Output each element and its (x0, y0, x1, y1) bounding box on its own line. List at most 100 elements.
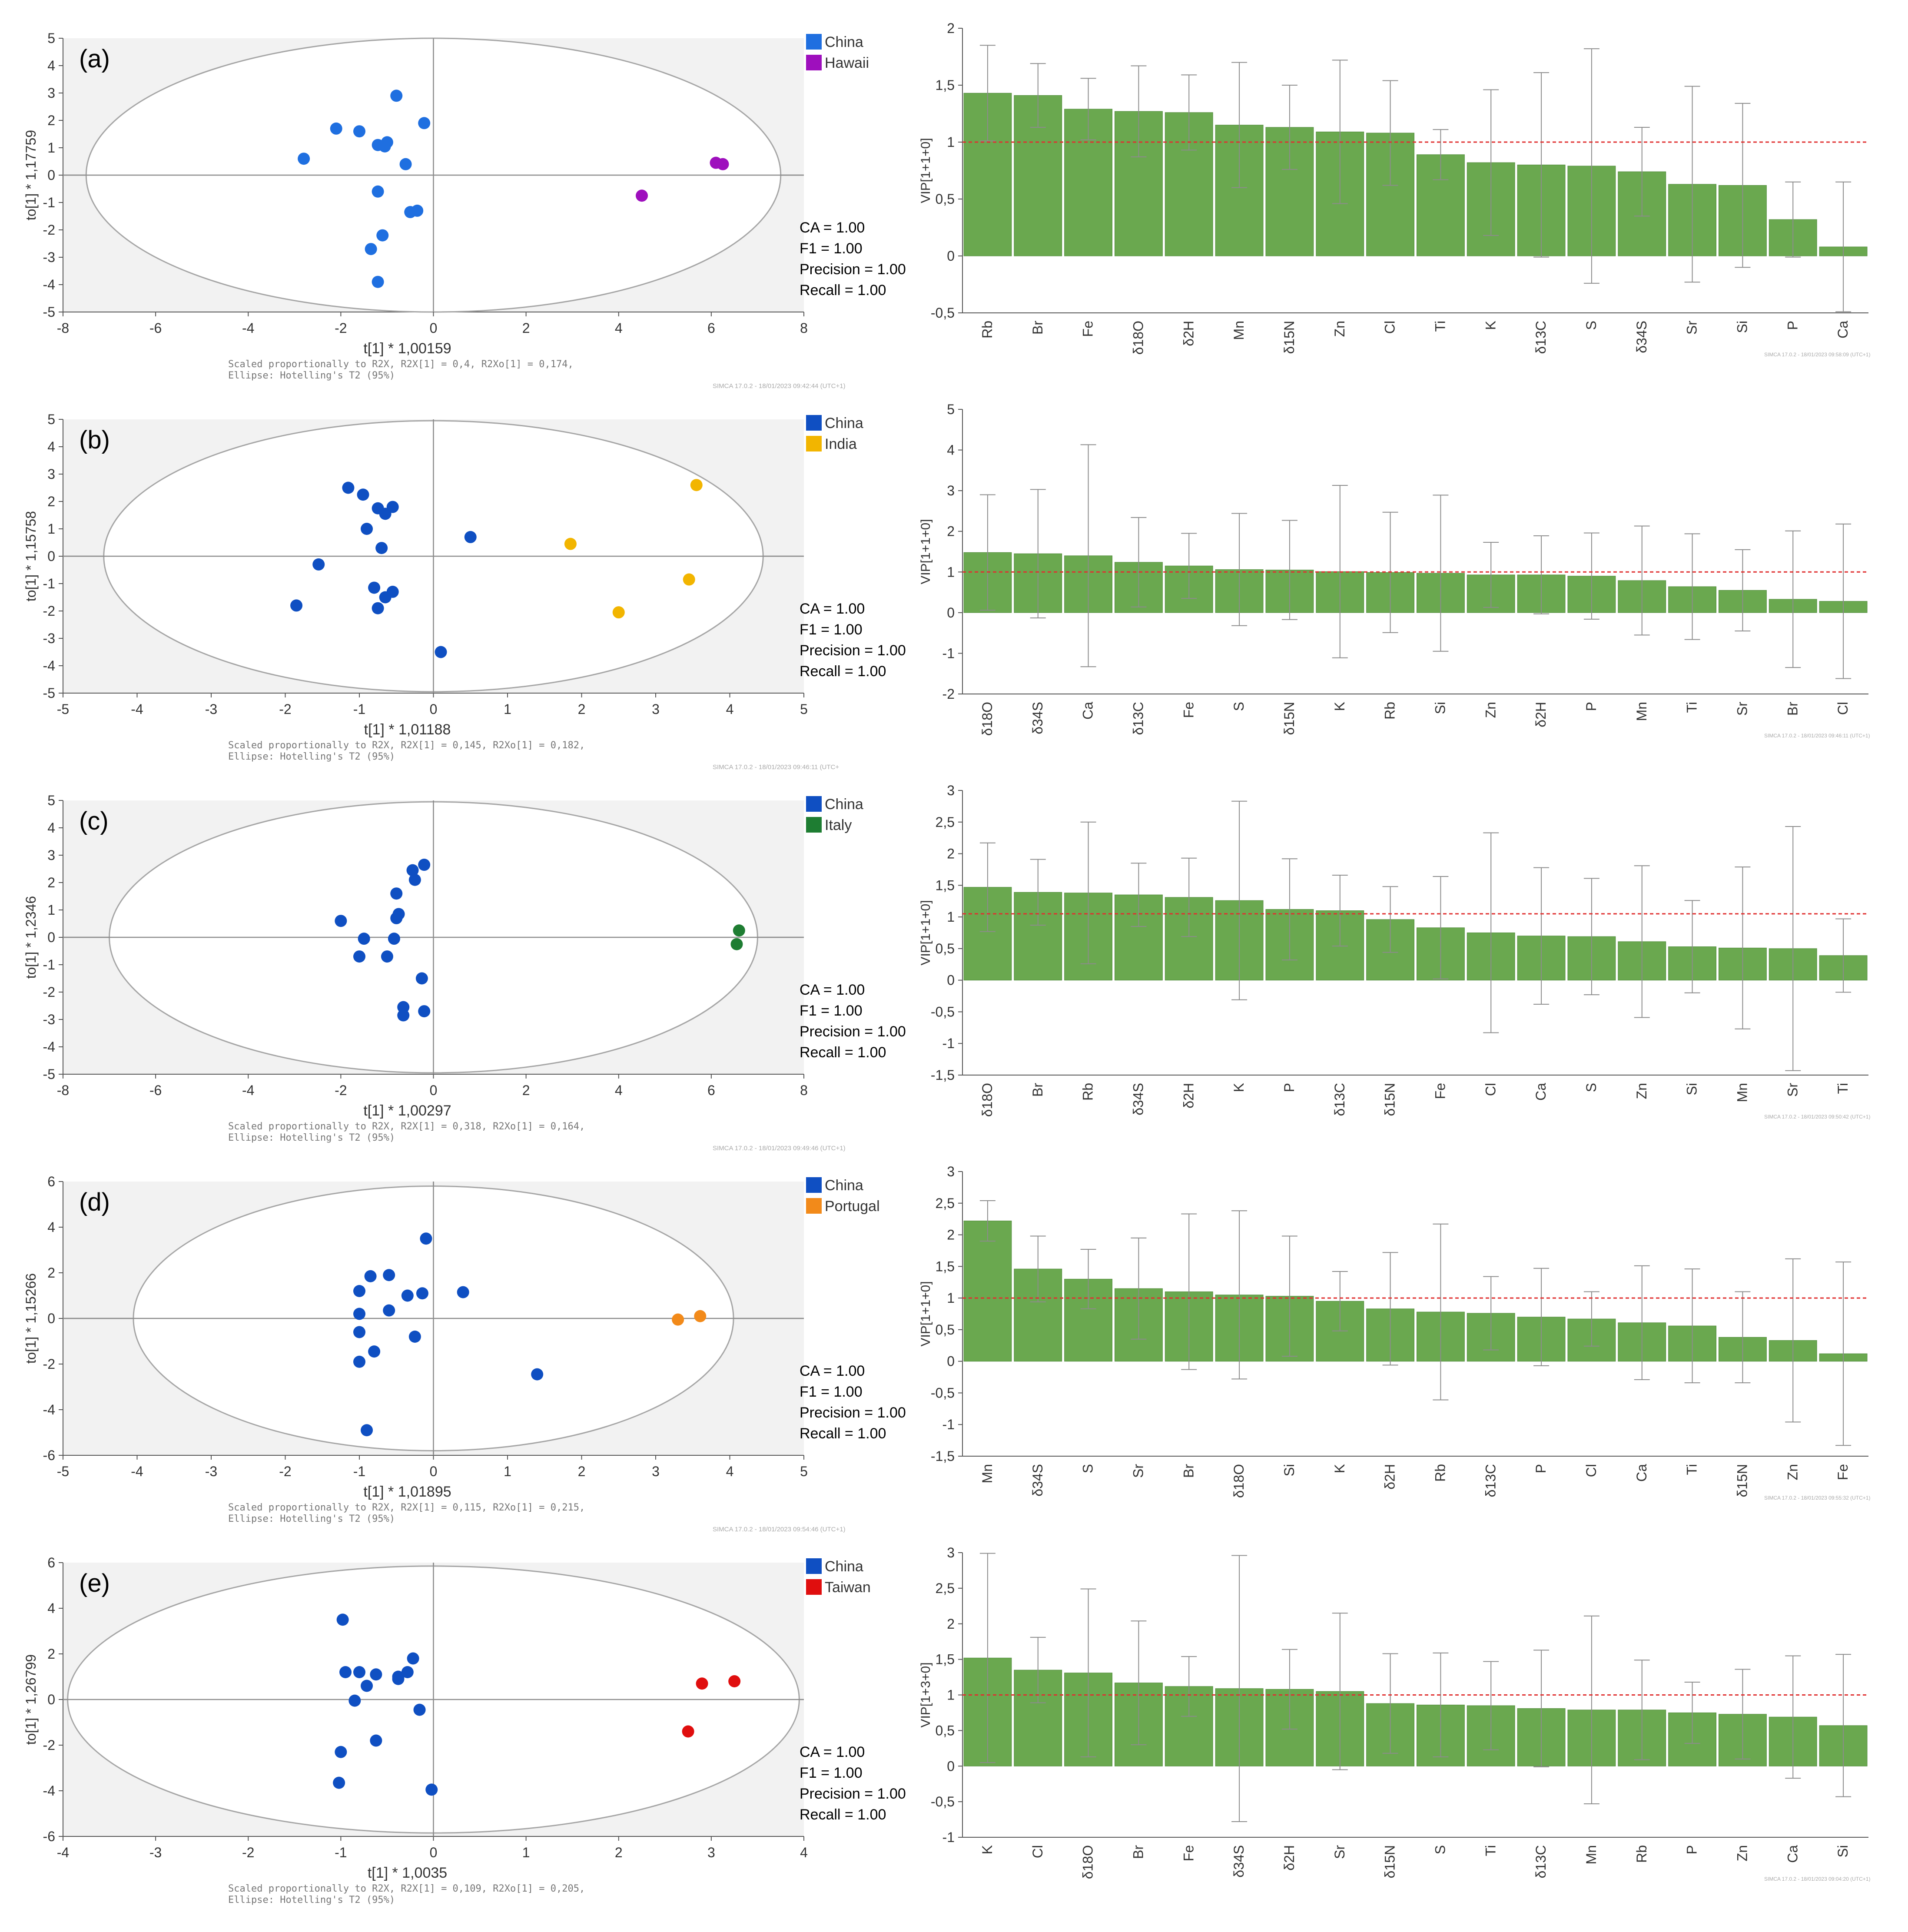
vip-y-tick-label: 1 (947, 564, 955, 580)
x-tick-label: 2 (522, 1082, 530, 1098)
vip-y-axis-title: VIP[1+1+0] (919, 900, 933, 965)
y-tick-label: 2 (47, 875, 55, 890)
score-footnote: Scaled proportionally to R2X, R2X[1] = 0… (228, 359, 574, 370)
vip-y-tick-label: 1,5 (936, 77, 955, 93)
vip-category-label: P (1281, 1083, 1297, 1092)
metric-text: Recall = 1.00 (800, 1806, 886, 1823)
vip-y-tick-label: 0 (947, 1758, 955, 1774)
vip-y-tick-label: 0 (947, 605, 955, 621)
vip-category-label: Cl (1030, 1845, 1045, 1858)
vip-category-label: Mn (979, 1464, 995, 1483)
y-tick-label: 0 (47, 548, 55, 564)
vip-category-label: δ2H (1533, 702, 1549, 727)
legend-label: China (825, 34, 863, 50)
x-tick-label: 2 (578, 1464, 586, 1479)
score-point-china (368, 581, 381, 594)
y-tick-label: -4 (43, 1783, 55, 1799)
panel-row-2: -8 -6 -4 -2 0 2 4 6 8 -5 -4 -3 -2 -1 0 1 2 3 4 5 t[1] * 1,00… (23, 783, 1870, 1152)
vip-category-label: Fe (1835, 1464, 1851, 1480)
vip-category-label: δ13C (1332, 1083, 1347, 1116)
score-point-taiwan (696, 1677, 708, 1690)
metric-text: CA = 1.00 (800, 601, 865, 617)
vip-y-tick-label: 1 (947, 1687, 955, 1703)
metric-text: Recall = 1.00 (800, 1425, 886, 1442)
legend-label: Taiwan (825, 1579, 871, 1596)
y-tick-label: -6 (43, 1447, 55, 1463)
legend-swatch-india (806, 436, 822, 451)
vip-plot: -1,5 -1 -0,5 0 0,5 1 1,5 2 2,5 3 VIP[1+1+0] Mn δ34S S… (919, 1164, 1870, 1501)
x-tick-label: -2 (279, 701, 291, 717)
score-point-china (333, 1776, 345, 1789)
x-tick-label: 1 (504, 1464, 511, 1479)
score-y-axis-title: to[1] * 1,15758 (23, 511, 39, 601)
vip-category-label: δ2H (1382, 1464, 1398, 1490)
score-footnote: Ellipse: Hotelling's T2 (95%) (228, 1514, 395, 1524)
vip-category-label: S (1231, 702, 1247, 711)
y-tick-label: 1 (47, 140, 55, 156)
score-plot: -5 -4 -3 -2 -1 0 1 2 3 4 5 -5 -4 -3 -2 -1 0 1 2 3 4 5 t[1] * 1… (23, 412, 906, 771)
vip-y-axis-title: VIP[1+3+0] (919, 1662, 933, 1727)
y-tick-label: -1 (43, 576, 55, 591)
metric-text: F1 = 1.00 (800, 1384, 863, 1400)
score-x-axis-title: t[1] * 1,01188 (364, 721, 451, 738)
vip-category-label: δ34S (1030, 702, 1045, 734)
score-point-china (408, 873, 421, 886)
metric-text: F1 = 1.00 (800, 621, 863, 638)
vip-category-label: K (1231, 1083, 1247, 1092)
vip-category-label: S (1583, 1083, 1599, 1092)
vip-category-label: δ34S (1030, 1464, 1045, 1497)
score-point-china (365, 243, 377, 256)
score-point-china (361, 1424, 373, 1437)
vip-category-label: Ti (1684, 702, 1700, 713)
vip-category-label: Sr (1734, 702, 1750, 716)
vip-bar-Mn (963, 1221, 1012, 1362)
legend-label: Italy (825, 817, 852, 833)
score-point-taiwan (728, 1675, 741, 1687)
vip-software-stamp: SIMCA 17.0.2 - 18/01/2023 09:55:32 (UTC+… (1764, 1495, 1870, 1501)
vip-category-label: Ca (1533, 1083, 1549, 1101)
vip-category-label: δ2H (1281, 1845, 1297, 1871)
vip-y-axis-title: VIP[1+1+0] (919, 519, 933, 584)
panel-row-3: -5 -4 -3 -2 -1 0 1 2 3 4 5 -6 -4 -2 0 2 4 6 t[1] * 1,01895… (23, 1164, 1870, 1533)
y-tick-label: -4 (43, 1039, 55, 1055)
score-point-hawaii (636, 189, 648, 202)
score-point-china (413, 1703, 426, 1716)
score-x-axis-title: t[1] * 1,00159 (363, 340, 451, 357)
score-point-china (425, 1783, 438, 1796)
y-tick-label: 1 (47, 521, 55, 537)
vip-category-label: Cl (1835, 702, 1851, 715)
vip-y-tick-label: 1,5 (936, 1258, 955, 1274)
legend-label: China (825, 415, 863, 432)
score-point-taiwan (682, 1725, 694, 1738)
score-point-italy (733, 924, 745, 937)
score-point-china (406, 864, 419, 876)
score-point-china (353, 125, 365, 138)
vip-category-label: δ13C (1533, 1845, 1549, 1879)
score-plot: -8 -6 -4 -2 0 2 4 6 8 -5 -4 -3 -2 -1 0 1 2 3 4 5 t[1] * 1,00… (23, 30, 906, 390)
vip-category-label: Mn (1583, 1845, 1599, 1864)
legend-label: Hawaii (825, 55, 869, 71)
score-point-india (690, 479, 703, 491)
score-point-china (381, 136, 393, 149)
legend-swatch-hawaii (806, 55, 822, 70)
score-point-china (435, 646, 447, 658)
x-tick-label: -1 (335, 1845, 347, 1860)
metric-text: Recall = 1.00 (800, 1044, 886, 1061)
vip-category-label: S (1432, 1845, 1448, 1854)
vip-category-label: Br (1030, 1083, 1045, 1097)
y-tick-label: -5 (43, 304, 55, 320)
legend-label: India (825, 436, 857, 452)
score-point-china (298, 153, 310, 165)
legend-swatch-taiwan (806, 1579, 822, 1595)
score-point-china (357, 488, 369, 501)
score-footnote: Scaled proportionally to R2X, R2X[1] = 0… (228, 1121, 585, 1132)
vip-y-tick-label: 2 (947, 524, 955, 539)
metric-text: Recall = 1.00 (800, 282, 886, 299)
vip-category-label: Zn (1483, 702, 1498, 718)
vip-category-label: Fe (1181, 702, 1196, 718)
legend-swatch-china (806, 1177, 822, 1193)
score-point-china (420, 1232, 432, 1245)
score-software-stamp: SIMCA 17.0.2 - 18/01/2023 09:46:11 (UTC+ (713, 764, 839, 771)
